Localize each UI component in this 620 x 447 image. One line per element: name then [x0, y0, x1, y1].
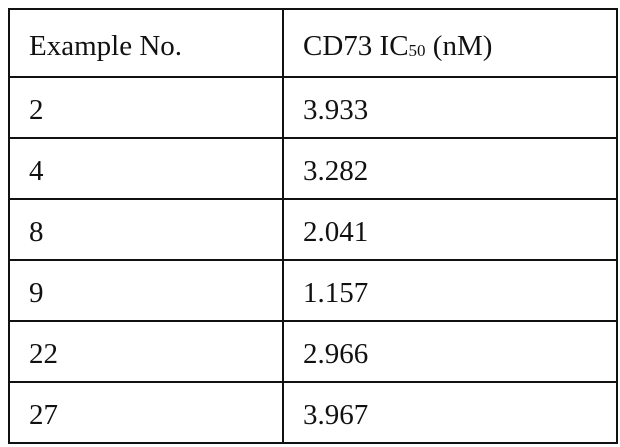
cell-text: 3.967: [303, 399, 369, 431]
table-row: 2 3.933: [8, 76, 618, 139]
table-cell: 3.282: [282, 137, 618, 200]
table-cell: 22: [8, 320, 284, 383]
header-text: Example No.: [29, 29, 183, 62]
cell-text: 27: [29, 399, 58, 431]
cell-text: 2.041: [303, 216, 369, 248]
header-text: CD73 IC: [303, 29, 409, 62]
cell-text: 3.933: [303, 94, 369, 126]
header-row: Example No. CD73 IC50 (nM): [8, 8, 618, 78]
cell-text: 4: [29, 155, 44, 187]
table-row: 22 2.966: [8, 320, 618, 383]
header-cell: Example No.: [8, 8, 284, 78]
table-cell: 3.933: [282, 76, 618, 139]
table-cell: 2.041: [282, 198, 618, 261]
cell-text: 3.282: [303, 155, 369, 187]
table-row: 27 3.967: [8, 381, 618, 444]
table-body: Example No. CD73 IC50 (nM) 2 3.933 4 3.282 8…: [8, 8, 618, 444]
header-subscript: 50: [408, 40, 426, 60]
table-cell: 3.967: [282, 381, 618, 444]
table-row: 4 3.282: [8, 137, 618, 200]
cell-text: 1.157: [303, 277, 369, 309]
table-cell: 2.966: [282, 320, 618, 383]
cell-text: 9: [29, 277, 44, 309]
cell-text: 8: [29, 216, 44, 248]
table-cell: 2: [8, 76, 284, 139]
header-cell: CD73 IC50 (nM): [282, 8, 618, 78]
data-table: Example No. CD73 IC50 (nM) 2 3.933 4 3.282 8…: [8, 8, 618, 444]
table-cell: 1.157: [282, 259, 618, 322]
table-row: 9 1.157: [8, 259, 618, 322]
table-cell: 8: [8, 198, 284, 261]
table-cell: 4: [8, 137, 284, 200]
cell-text: 2: [29, 94, 44, 126]
table-row: 8 2.041: [8, 198, 618, 261]
table-cell: 27: [8, 381, 284, 444]
cell-text: 22: [29, 338, 58, 370]
cell-text: 2.966: [303, 338, 369, 370]
table-cell: 9: [8, 259, 284, 322]
header-text: (nM): [425, 29, 493, 62]
